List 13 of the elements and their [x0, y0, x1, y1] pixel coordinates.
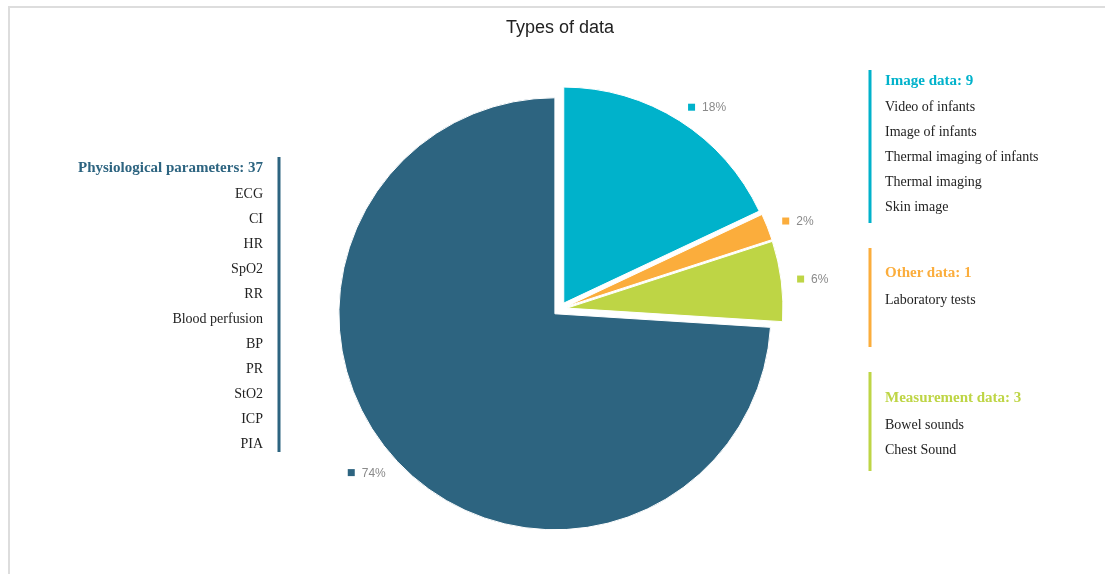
slice-label: Physiological parameters: 37 [78, 159, 264, 175]
data-label: 18% [702, 100, 727, 115]
legend-label: Measurement data: 3 [885, 389, 1022, 405]
text: ECG CI HR SpO2 RR Blood perfusion BP PR StO2 ICP PIA [172, 186, 263, 451]
legend-label: Other data: 1 [885, 264, 972, 280]
data-label: 2% [796, 214, 814, 229]
text: Video of infants Image of infants Thermal imaging of infants Thermal imaging Skin image [885, 99, 1039, 214]
data-label: 74% [361, 465, 387, 480]
data-label: 6% [811, 272, 829, 287]
text: Bowel sounds Chest Sound [885, 417, 964, 457]
text: Laboratory tests [885, 292, 976, 307]
chart-title: Types of data [505, 17, 616, 37]
legend-label: Image data: 9 [885, 72, 974, 88]
